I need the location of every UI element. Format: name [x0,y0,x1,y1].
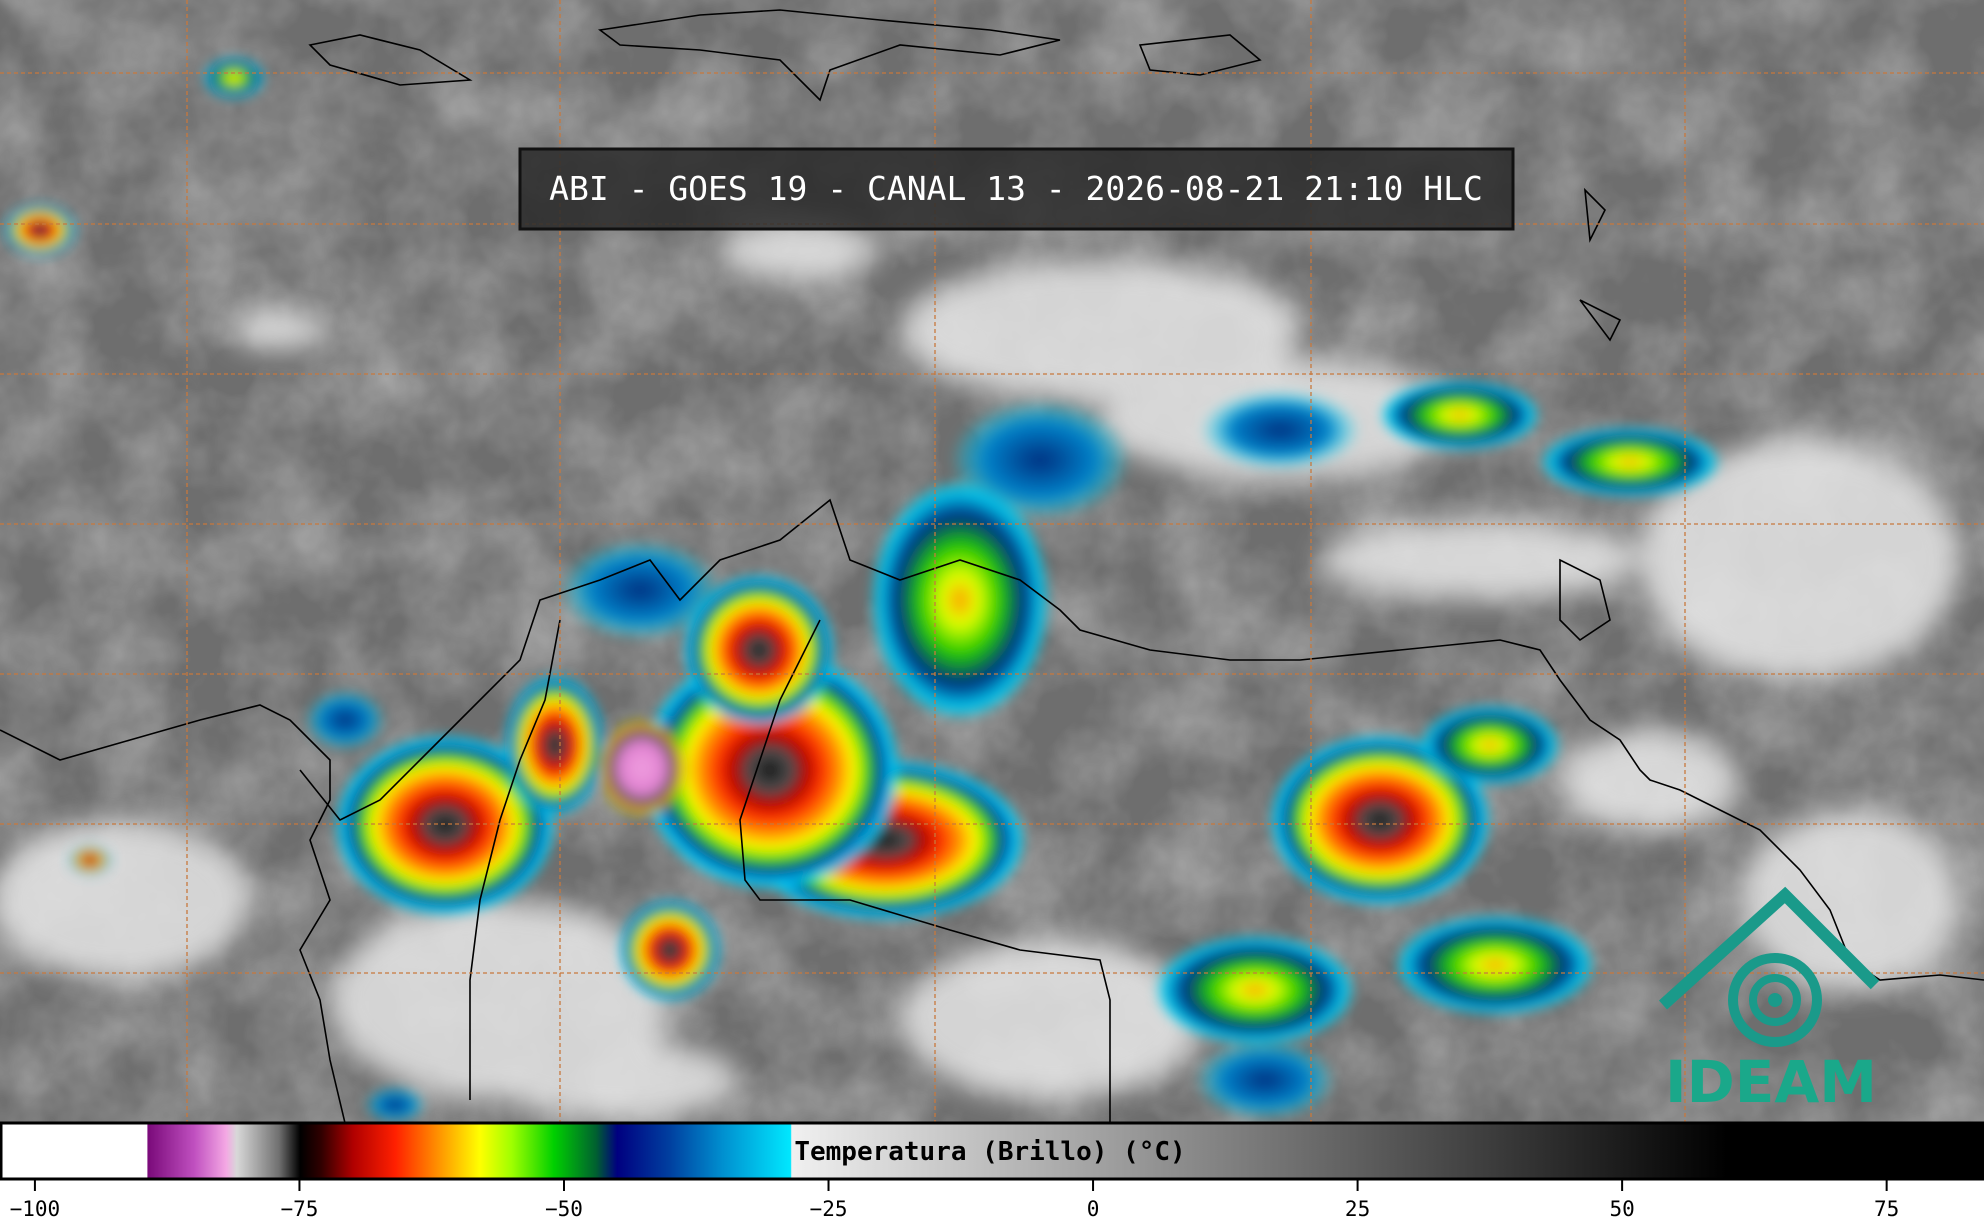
tick-label: −50 [545,1197,583,1221]
tick-label: 25 [1345,1197,1370,1221]
coastlines [0,9,1984,1124]
tick-label: −25 [810,1197,848,1221]
tick-label: 75 [1874,1197,1899,1221]
title-box: ABI - GOES 19 - CANAL 13 - 2026-08-21 21… [518,147,1515,231]
colorbar: Temperatura (Brillo) (°C) −100 −75 −50 −25 0 2… [0,1121,1984,1221]
colorbar-label: Temperatura (Brillo) (°C) [794,1137,1185,1167]
tick-label: −100 [10,1197,61,1221]
logo-text: IDEAM [1665,1048,1877,1116]
title: ABI - GOES 19 - CANAL 13 - 2026-08-21 21… [549,169,1483,208]
graticule [0,0,1984,1123]
colorbar-scale [0,1121,1984,1181]
tick-label: 50 [1609,1197,1634,1221]
tick-label: −75 [280,1197,318,1221]
tick-label: 0 [1087,1197,1100,1221]
logo: IDEAM [1658,886,1880,1116]
